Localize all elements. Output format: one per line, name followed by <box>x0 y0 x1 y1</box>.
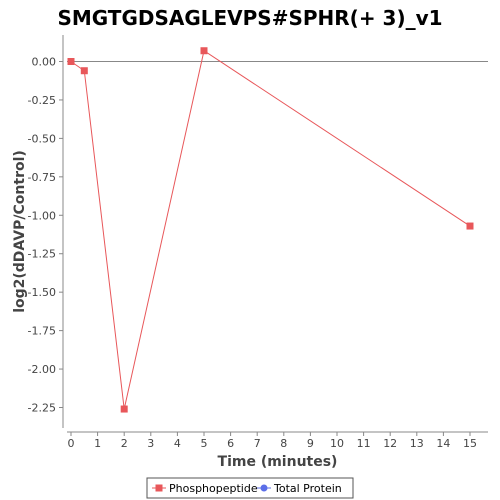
y-tick-label: -1.00 <box>28 209 56 222</box>
x-tick-label: 7 <box>254 437 261 450</box>
x-tick-label: 3 <box>147 437 154 450</box>
legend: Phosphopeptide Total Protein <box>146 477 354 499</box>
chart-title: SMGTGDSAGLEVPS#SPHR(+ 3)_v1 <box>57 6 442 30</box>
y-tick-label: -0.75 <box>28 171 56 184</box>
legend-label: Phosphopeptide <box>169 482 258 495</box>
x-tick-label: 9 <box>307 437 314 450</box>
x-tick-label: 10 <box>330 437 344 450</box>
x-axis-label: Time (minutes) <box>218 454 338 470</box>
x-tick-label: 13 <box>410 437 424 450</box>
y-tick-label: -1.25 <box>28 248 56 261</box>
x-tick-label: 2 <box>121 437 128 450</box>
data-point <box>67 58 75 65</box>
x-tick-label: 14 <box>436 437 450 450</box>
data-point <box>200 47 208 55</box>
x-tick-label: 0 <box>68 437 75 450</box>
x-tick-label: 6 <box>227 437 234 450</box>
x-tick-label: 1 <box>94 437 101 450</box>
y-tick-label: -0.25 <box>28 94 56 107</box>
y-tick-label: -0.50 <box>28 132 56 145</box>
data-point <box>80 67 88 75</box>
legend-marker <box>260 484 268 492</box>
x-tick-label: 8 <box>280 437 287 450</box>
legend-marker <box>155 484 163 492</box>
legend-box <box>146 477 354 499</box>
y-tick-label: 0.00 <box>32 56 57 69</box>
x-tick-label: 15 <box>463 437 477 450</box>
x-tick-label: 4 <box>174 437 181 450</box>
data-point <box>120 405 128 413</box>
plot-area <box>67 35 488 428</box>
y-tick-label: -1.50 <box>28 286 56 299</box>
y-axis-label: log2(dDAVP/Control) <box>12 150 28 313</box>
y-tick-label: -2.00 <box>28 363 56 376</box>
y-axis-ticks: 0.00 -0.25 -0.50 -0.75 -1.00 -1.25 -1.50 -1.75 -… <box>28 56 63 415</box>
axes <box>62 35 488 433</box>
x-tick-label: 12 <box>383 437 397 450</box>
data-point <box>466 222 474 230</box>
x-tick-label: 5 <box>201 437 208 450</box>
y-tick-label: -1.75 <box>28 325 56 338</box>
series-layer <box>67 47 474 413</box>
y-tick-label: -2.25 <box>28 402 56 415</box>
legend-label: Total Protein <box>273 482 342 495</box>
x-tick-label: 11 <box>357 437 371 450</box>
x-axis-ticks: 0 1 2 3 4 5 6 7 8 9 10 11 12 13 14 15 <box>68 432 477 450</box>
